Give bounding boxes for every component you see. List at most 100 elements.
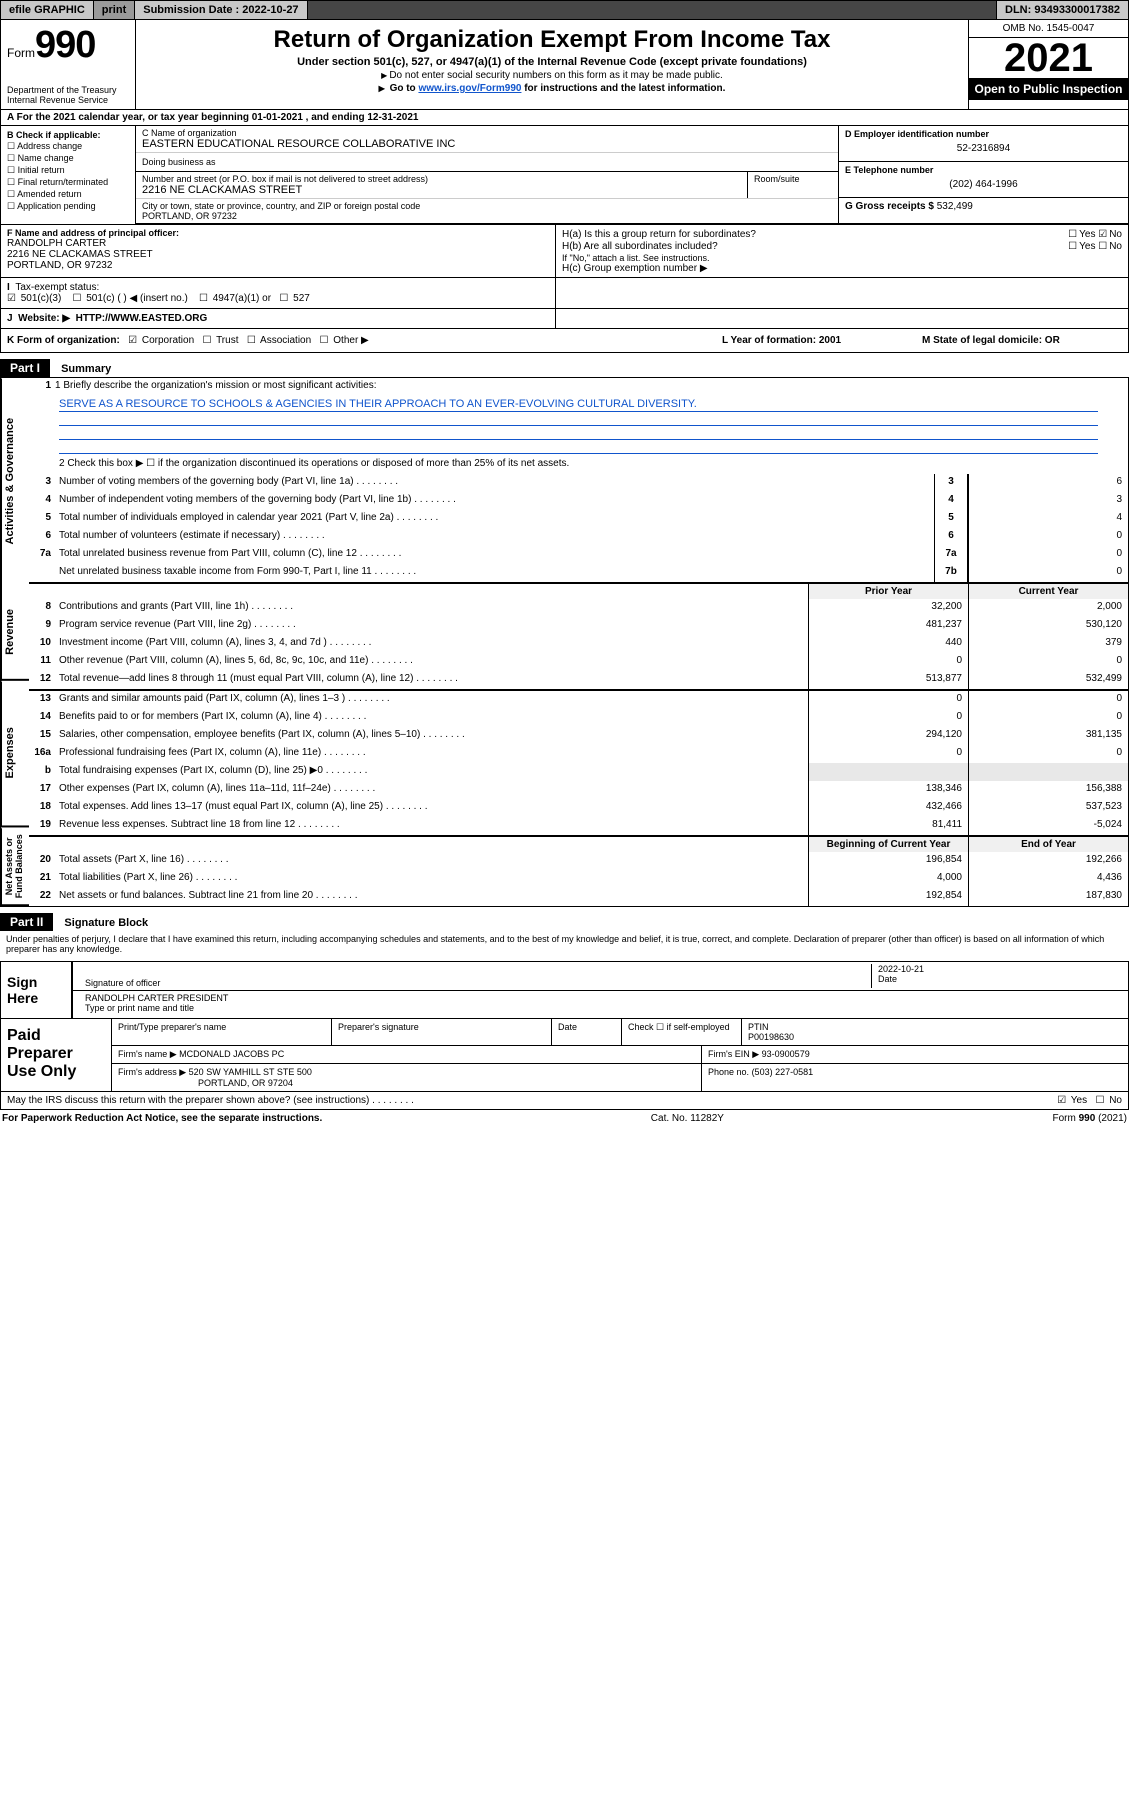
sec-revenue: Prior Year Current Year 8Contributions a… <box>29 584 1128 691</box>
form-subtitle: Under section 501(c), 527, or 4947(a)(1)… <box>146 56 958 68</box>
sec-expenses: 13Grants and similar amounts paid (Part … <box>29 691 1128 837</box>
col-eoy: End of Year <box>968 837 1128 852</box>
print-button[interactable]: print <box>94 1 135 19</box>
ha-no[interactable] <box>1098 229 1109 240</box>
prep-date-label: Date <box>558 1022 615 1032</box>
chk-assoc[interactable] <box>247 335 258 346</box>
prep-sig-label: Preparer's signature <box>338 1022 545 1032</box>
table-row: 11Other revenue (Part VIII, column (A), … <box>29 653 1128 671</box>
officer-group-block: F Name and address of principal officer:… <box>0 225 1129 278</box>
officer-addr: 2216 NE CLACKAMAS STREET <box>7 249 549 260</box>
irs-link[interactable]: www.irs.gov/Form990 <box>418 83 521 94</box>
paid-preparer-label: Paid Preparer Use Only <box>1 1019 111 1091</box>
note-goto-post: for instructions and the latest informat… <box>521 83 725 94</box>
status-h-blank <box>556 278 1128 308</box>
table-row: 15Salaries, other compensation, employee… <box>29 727 1128 745</box>
dln-value: 93493300017382 <box>1034 4 1120 16</box>
table-row: 18Total expenses. Add lines 13–17 (must … <box>29 799 1128 817</box>
vtab-activities: Activities & Governance <box>1 378 29 584</box>
ein-cell: D Employer identification number 52-2316… <box>839 126 1128 162</box>
chk-501c[interactable] <box>72 293 83 304</box>
period-text: For the 2021 calendar year, or tax year … <box>17 112 419 123</box>
chk-address-change[interactable]: Address change <box>7 141 129 152</box>
ptin-label: PTIN <box>748 1022 1122 1032</box>
summary-table: Activities & Governance Revenue Expenses… <box>0 377 1129 907</box>
table-row: 17Other expenses (Part IX, column (A), l… <box>29 781 1128 799</box>
officer-city: PORTLAND, OR 97232 <box>7 260 549 271</box>
declaration-text: Under penalties of perjury, I declare th… <box>0 931 1129 957</box>
chk-amended-return[interactable]: Amended return <box>7 189 129 200</box>
website-label: Website: ▶ <box>18 313 70 324</box>
city-value: PORTLAND, OR 97232 <box>142 211 832 221</box>
cat-no: Cat. No. 11282Y <box>651 1113 724 1124</box>
department: Department of the Treasury Internal Reve… <box>7 85 129 105</box>
discuss-yes[interactable] <box>1057 1095 1068 1106</box>
table-row: 16aProfessional fundraising fees (Part I… <box>29 745 1128 763</box>
sig-officer-label: Signature of officer <box>85 978 865 988</box>
chk-corp[interactable] <box>128 335 139 346</box>
table-row: 19Revenue less expenses. Subtract line 1… <box>29 817 1128 835</box>
table-row: 10Investment income (Part VIII, column (… <box>29 635 1128 653</box>
signature-block: Sign Here Signature of officer 2022-10-2… <box>0 961 1129 1019</box>
firm-city: PORTLAND, OR 97204 <box>118 1078 293 1088</box>
part2-header: Part II Signature Block <box>0 907 1129 931</box>
top-bar: efile GRAPHIC print Submission Date : 20… <box>0 0 1129 20</box>
officer-name: RANDOLPH CARTER <box>7 238 549 249</box>
tax-status: I Tax-exempt status: 501(c)(3) 501(c) ( … <box>1 278 556 308</box>
col-prior: Prior Year <box>808 584 968 599</box>
table-row: 14Benefits paid to or for members (Part … <box>29 709 1128 727</box>
chk-application-pending[interactable]: Application pending <box>7 201 129 212</box>
ptin-value: P00198630 <box>748 1032 1122 1042</box>
firm-addr: 520 SW YAMHILL ST STE 500 <box>189 1067 312 1077</box>
ha-yes[interactable] <box>1068 229 1079 240</box>
mission-block: SERVE AS A RESOURCE TO SCHOOLS & AGENCIE… <box>29 396 1128 456</box>
c-main: C Name of organization EASTERN EDUCATION… <box>136 126 838 223</box>
tax-period: A For the 2021 calendar year, or tax yea… <box>0 110 1129 126</box>
page-footer: For Paperwork Reduction Act Notice, see … <box>0 1110 1129 1127</box>
group-return-box: H(a) Is this a group return for subordin… <box>556 225 1128 277</box>
entity-block: B Check if applicable: Address change Na… <box>0 126 1129 225</box>
gov-line: Net unrelated business taxable income fr… <box>29 564 1128 582</box>
tax-year: 2021 <box>969 38 1128 78</box>
hb-no[interactable] <box>1098 241 1109 252</box>
summary-body: 11 Briefly describe the organization's m… <box>29 378 1128 906</box>
mission-label: 1 Briefly describe the organization's mi… <box>55 378 1128 396</box>
gov-line: 5Total number of individuals employed in… <box>29 510 1128 528</box>
efile-label: efile GRAPHIC <box>1 1 94 19</box>
gov-line: 3Number of voting members of the governi… <box>29 474 1128 492</box>
ein-label: D Employer identification number <box>845 129 1122 139</box>
mission-blank-3 <box>59 440 1098 454</box>
note-ssn: Do not enter social security numbers on … <box>389 70 722 81</box>
chk-4947[interactable] <box>199 293 210 304</box>
vtab-revenue: Revenue <box>1 584 29 681</box>
submission-date-value: 2022-10-27 <box>242 4 298 16</box>
chk-initial-return[interactable]: Initial return <box>7 165 129 176</box>
firm-ein-label: Firm's EIN ▶ <box>708 1049 759 1059</box>
prep-name-label: Print/Type preparer's name <box>118 1022 325 1032</box>
discuss-no[interactable] <box>1095 1095 1106 1106</box>
sig-date: 2022-10-21 <box>878 964 1116 974</box>
discuss-text: May the IRS discuss this return with the… <box>7 1095 1057 1106</box>
chk-other[interactable] <box>320 335 331 346</box>
dln-label: DLN: <box>1005 4 1031 16</box>
open-to-public: Open to Public Inspection <box>969 78 1128 100</box>
gov-line: 4Number of independent voting members of… <box>29 492 1128 510</box>
chk-final-return[interactable]: Final return/terminated <box>7 177 129 188</box>
hb-yes[interactable] <box>1068 241 1079 252</box>
table-row: 13Grants and similar amounts paid (Part … <box>29 691 1128 709</box>
table-row: bTotal fundraising expenses (Part IX, co… <box>29 763 1128 781</box>
sec-activities: 11 Briefly describe the organization's m… <box>29 378 1128 584</box>
officer-name-title: RANDOLPH CARTER PRESIDENT <box>85 993 1116 1003</box>
h-a-text: H(a) Is this a group return for subordin… <box>562 229 756 240</box>
vtab-netassets: Net Assets or Fund Balances <box>1 828 29 906</box>
phone-label: E Telephone number <box>845 165 1122 175</box>
chk-trust[interactable] <box>202 335 213 346</box>
submission-date-label: Submission Date : <box>143 4 239 16</box>
part2-title: Signature Block <box>56 915 156 931</box>
website-row: J Website: ▶ HTTP://WWW.EASTED.ORG <box>0 309 1129 329</box>
h-note: If "No," attach a list. See instructions… <box>562 253 1122 263</box>
website-value: HTTP://WWW.EASTED.ORG <box>76 313 208 324</box>
chk-527[interactable] <box>279 293 290 304</box>
chk-name-change[interactable]: Name change <box>7 153 129 164</box>
chk-501c3[interactable] <box>7 293 18 304</box>
